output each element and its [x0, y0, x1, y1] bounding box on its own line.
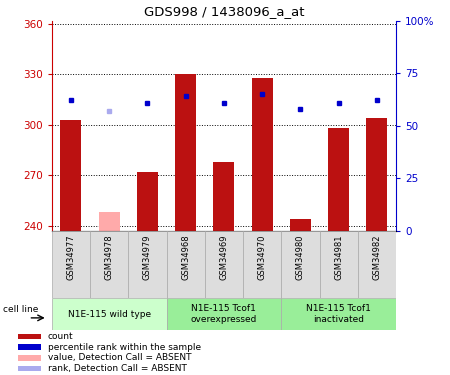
Bar [366, 118, 387, 231]
Bar [137, 172, 158, 231]
Text: rank, Detection Call = ABSENT: rank, Detection Call = ABSENT [48, 364, 187, 373]
Bar [52, 231, 90, 298]
Text: GSM34968: GSM34968 [181, 234, 190, 280]
Bar [281, 298, 396, 330]
Text: N1E-115 Tcof1
inactivated: N1E-115 Tcof1 inactivated [306, 304, 371, 324]
Bar [60, 120, 81, 231]
Text: value, Detection Call = ABSENT: value, Detection Call = ABSENT [48, 353, 191, 362]
Bar [166, 298, 281, 330]
Text: cell line: cell line [3, 305, 38, 314]
Bar [213, 162, 234, 231]
Title: GDS998 / 1438096_a_at: GDS998 / 1438096_a_at [144, 5, 304, 18]
Text: N1E-115 wild type: N1E-115 wild type [68, 310, 151, 319]
Bar [205, 231, 243, 298]
Text: GSM34978: GSM34978 [104, 234, 113, 280]
Bar [290, 219, 311, 231]
Text: GSM34980: GSM34980 [296, 234, 305, 279]
Bar [90, 231, 128, 298]
Text: GSM34979: GSM34979 [143, 234, 152, 279]
Text: N1E-115 Tcof1
overexpressed: N1E-115 Tcof1 overexpressed [191, 304, 257, 324]
Text: GSM34977: GSM34977 [67, 234, 76, 280]
Bar [99, 212, 120, 231]
Text: count: count [48, 332, 73, 341]
Text: GSM34970: GSM34970 [257, 234, 266, 279]
Text: GSM34982: GSM34982 [373, 234, 382, 279]
Bar [281, 231, 320, 298]
Bar [166, 231, 205, 298]
Bar [52, 298, 166, 330]
Bar [328, 128, 349, 231]
Bar [18, 366, 41, 371]
Bar [18, 334, 41, 339]
Bar [18, 355, 41, 361]
Text: GSM34969: GSM34969 [220, 234, 228, 279]
Bar [358, 231, 396, 298]
Bar [128, 231, 166, 298]
Bar [252, 78, 273, 231]
Bar [320, 231, 358, 298]
Bar [175, 74, 196, 231]
Text: GSM34981: GSM34981 [334, 234, 343, 279]
Bar [18, 344, 41, 350]
Bar [243, 231, 281, 298]
Text: percentile rank within the sample: percentile rank within the sample [48, 343, 201, 352]
